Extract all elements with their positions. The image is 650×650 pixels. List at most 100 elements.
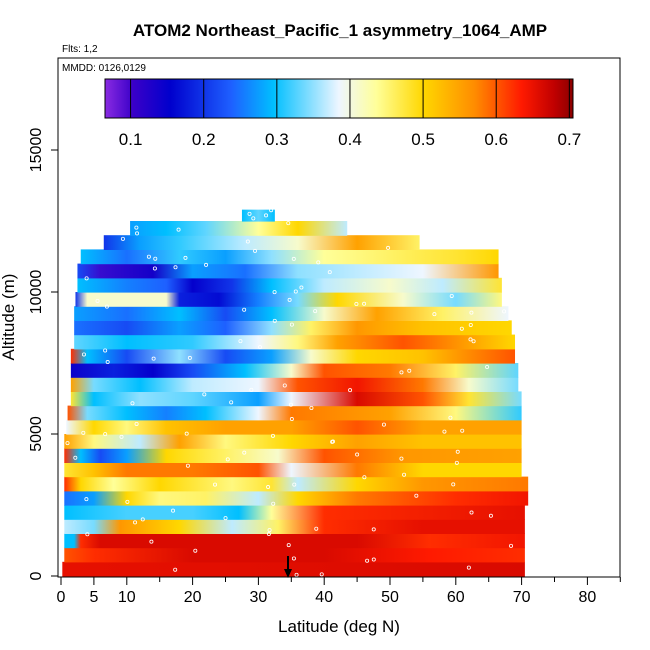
latitude-marker-arrow bbox=[284, 556, 293, 578]
sample-marker bbox=[309, 406, 314, 411]
heatmap-band bbox=[66, 419, 522, 435]
sample-marker bbox=[466, 565, 471, 570]
sample-marker bbox=[314, 526, 319, 531]
sample-marker bbox=[151, 356, 156, 361]
x-tick-label: 40 bbox=[315, 589, 333, 606]
sample-marker bbox=[176, 227, 181, 232]
sample-marker bbox=[365, 558, 370, 563]
x-tick-label: 50 bbox=[381, 589, 399, 606]
sample-marker bbox=[73, 455, 78, 460]
sample-marker bbox=[293, 289, 298, 294]
sample-marker bbox=[291, 256, 296, 261]
sample-marker bbox=[485, 365, 490, 370]
sample-marker bbox=[459, 326, 464, 331]
colorbar-tick-label: 0.3 bbox=[265, 130, 289, 149]
heatmap-band bbox=[74, 320, 512, 336]
sample-marker bbox=[119, 434, 124, 439]
heatmap-band bbox=[75, 292, 502, 307]
y-tick-label: 0 bbox=[28, 571, 45, 580]
sample-marker bbox=[471, 339, 476, 344]
sample-marker bbox=[103, 432, 108, 437]
sample-marker bbox=[270, 433, 275, 438]
sample-marker bbox=[288, 402, 293, 407]
chart-title: ATOM2 Northeast_Pacific_1 asymmetry_1064… bbox=[133, 21, 547, 40]
sample-marker bbox=[287, 297, 292, 302]
sample-marker bbox=[185, 463, 190, 468]
sample-marker bbox=[152, 266, 157, 271]
sample-marker bbox=[253, 248, 258, 253]
colorbar-tick-label: 0.4 bbox=[338, 130, 362, 149]
sample-marker bbox=[266, 532, 271, 537]
sample-marker bbox=[327, 270, 332, 275]
sample-marker bbox=[184, 431, 189, 436]
sample-marker bbox=[249, 387, 254, 392]
sample-marker bbox=[272, 290, 277, 295]
sample-marker bbox=[238, 339, 243, 344]
sample-marker bbox=[454, 460, 459, 465]
sample-marker bbox=[271, 501, 276, 506]
sample-marker bbox=[149, 539, 154, 544]
x-axis-label: Latitude (deg N) bbox=[278, 617, 400, 636]
sample-marker bbox=[140, 517, 145, 522]
heatmap-band bbox=[70, 363, 519, 378]
heatmap-bands bbox=[62, 209, 529, 577]
sample-marker bbox=[146, 254, 151, 259]
sample-marker bbox=[286, 543, 291, 548]
sample-marker bbox=[85, 532, 90, 537]
sample-marker bbox=[135, 231, 140, 236]
x-tick-label: 5 bbox=[89, 589, 98, 606]
arrow-head bbox=[284, 569, 293, 578]
sample-marker bbox=[103, 348, 108, 353]
x-tick-label: 10 bbox=[118, 589, 136, 606]
sample-marker bbox=[407, 368, 412, 373]
sample-marker bbox=[289, 417, 294, 422]
sample-marker bbox=[134, 421, 139, 426]
sample-marker bbox=[213, 482, 218, 487]
heatmap-band bbox=[64, 505, 525, 520]
heatmap-band bbox=[64, 490, 529, 506]
sample-marker bbox=[81, 352, 86, 357]
sample-marker bbox=[282, 383, 287, 388]
sample-marker bbox=[173, 265, 178, 270]
sample-marker bbox=[120, 236, 125, 241]
y-tick-label: 5000 bbox=[28, 416, 45, 452]
heatmap-band bbox=[130, 221, 348, 236]
colorbar: 0.1 0.2 0.3 0.4 0.5 0.6 0.7 bbox=[104, 78, 582, 149]
y-tick-label: 10000 bbox=[28, 270, 45, 315]
sample-marker bbox=[371, 527, 376, 532]
heatmap-band bbox=[64, 434, 522, 449]
sample-marker bbox=[171, 508, 176, 513]
sample-marker bbox=[469, 510, 474, 515]
x-tick-label: 60 bbox=[447, 589, 465, 606]
sample-marker bbox=[399, 456, 404, 461]
sample-marker bbox=[125, 499, 130, 504]
sample-marker bbox=[134, 225, 139, 230]
heatmap-band bbox=[77, 263, 499, 279]
sample-marker bbox=[266, 485, 271, 490]
y-axis-label: Altitude (m) bbox=[0, 274, 18, 361]
sample-marker bbox=[272, 318, 277, 323]
colorbar-tick-label: 0.2 bbox=[192, 130, 216, 149]
sample-marker bbox=[130, 401, 135, 406]
sample-marker bbox=[105, 360, 110, 365]
colorbar-gradient bbox=[104, 78, 574, 119]
x-tick-label: 20 bbox=[184, 589, 202, 606]
sample-marker bbox=[399, 370, 404, 375]
sample-marker bbox=[313, 309, 318, 314]
colorbar-tick-label: 0.7 bbox=[558, 130, 582, 149]
sample-marker bbox=[468, 322, 473, 327]
sample-marker bbox=[386, 245, 391, 250]
sample-marker bbox=[267, 528, 272, 533]
sample-marker bbox=[469, 310, 474, 315]
sample-marker bbox=[251, 216, 256, 221]
sample-marker bbox=[183, 255, 188, 260]
colorbar-tick-label: 0.5 bbox=[411, 130, 435, 149]
sample-marker bbox=[362, 475, 367, 480]
sample-marker bbox=[187, 355, 192, 360]
heatmap-band bbox=[70, 391, 522, 407]
sample-marker bbox=[449, 293, 454, 298]
sample-marker bbox=[432, 312, 437, 317]
sample-marker bbox=[229, 400, 234, 405]
x-tick-label: 80 bbox=[579, 589, 597, 606]
sample-marker bbox=[204, 262, 209, 267]
